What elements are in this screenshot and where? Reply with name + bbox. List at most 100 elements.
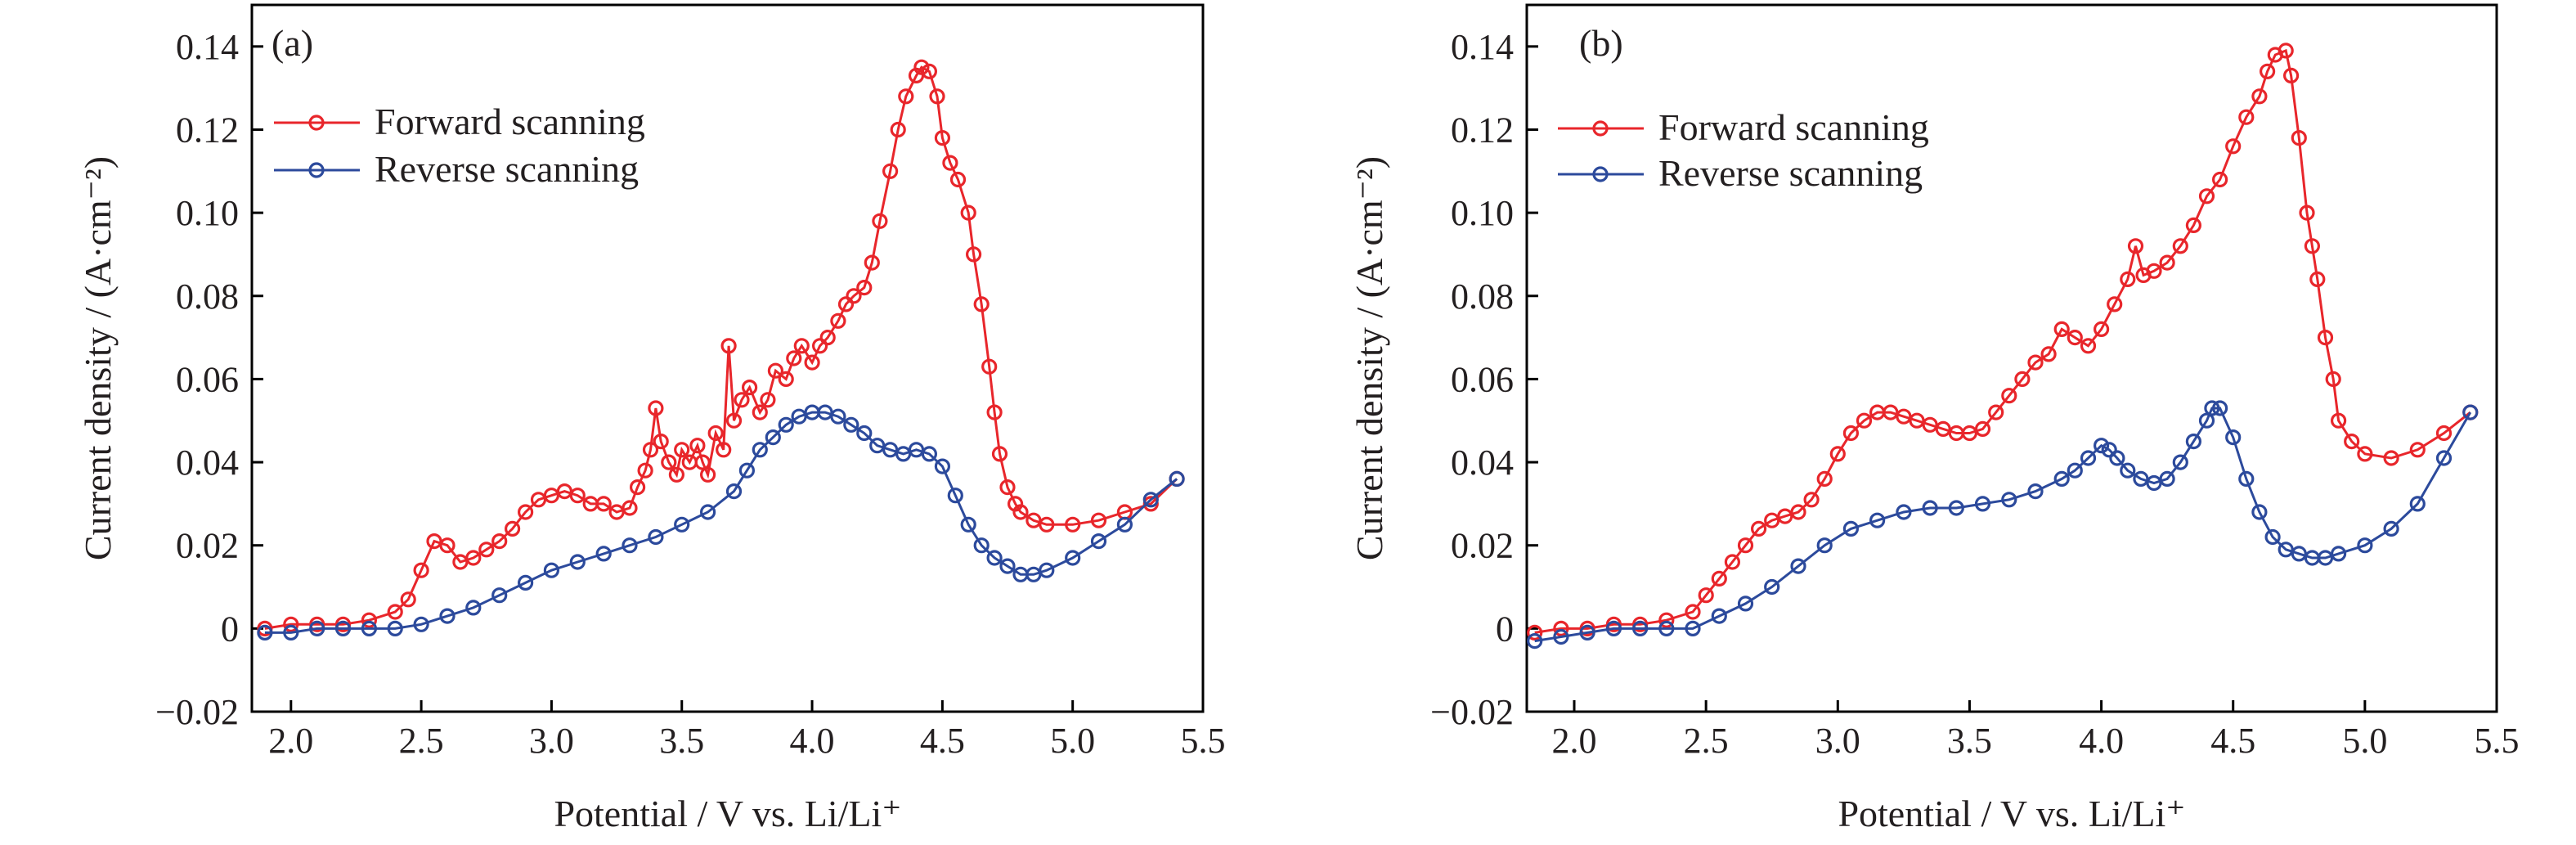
data-point-forward-a [629,479,646,496]
y-axis-title-b: Current density / (A·cm⁻²) [1349,156,1390,560]
legend-marker-reverse-b [1592,166,1609,182]
data-point-reverse-a [765,429,781,446]
data-point-reverse-a [1090,533,1107,550]
data-point-reverse-b [2212,400,2228,416]
x-tick-label-a: 4.0 [790,721,835,761]
y-tick-label-a: 0.08 [176,276,239,317]
data-point-reverse-b [2027,483,2044,500]
data-point-forward-b [2159,254,2175,271]
data-point-reverse-a [1065,550,1081,566]
data-point-forward-b [2001,388,2017,404]
data-point-reverse-a [921,446,938,462]
data-point-reverse-a [361,620,377,637]
data-point-reverse-b [2067,462,2083,479]
data-point-reverse-a [699,504,716,520]
data-point-forward-b [2309,271,2326,287]
data-point-forward-a [465,550,482,566]
data-point-reverse-a [543,562,560,578]
data-point-forward-a [934,130,951,146]
data-point-forward-a [478,542,495,558]
data-point-reverse-a [465,600,482,616]
data-point-reverse-b [2053,470,2070,488]
data-point-forward-a [991,446,1008,462]
data-point-forward-b [1988,404,2004,420]
data-point-forward-a [1012,504,1029,520]
y-tick-label-b: −0.02 [1430,692,1514,732]
data-point-forward-a [898,88,914,105]
ticks-b: 2.0 2.5 3.0 3.5 4.0 4.5 5.0 5.5 −0.02 0 0.02 0.04 0.… [1430,27,2519,761]
chart-panel-a: (a) 2.0 2.5 3.0 3.5 4.0 4.5 5.0 5.5 −0.02 0 0.02 0.… [77,3,1226,834]
data-point-forward-b [2317,330,2334,346]
data-point-forward-a [864,254,880,271]
data-point-forward-b [2251,88,2268,105]
data-point-forward-b [2383,450,2399,466]
data-point-reverse-b [2251,504,2268,520]
data-point-forward-a [846,288,862,304]
legend-a: Forward scanning Reverse scanning [274,101,645,190]
y-tick-label-b: 0.02 [1451,526,1514,566]
data-point-forward-a [965,246,982,263]
data-point-forward-a [648,400,664,416]
legend-label-forward-b: Forward scanning [1658,106,1929,148]
data-point-reverse-a [986,550,1003,566]
data-point-forward-a [778,371,794,387]
data-point-forward-a [872,213,888,229]
data-point-forward-b [2283,67,2300,84]
data-point-forward-b [1974,420,1991,438]
data-point-forward-b [1803,492,1820,508]
data-point-reverse-a [999,558,1016,574]
x-tick-label-b: 3.5 [1947,721,1992,761]
data-point-forward-b [2127,238,2144,254]
data-point-forward-a [1065,516,1081,533]
x-axis-title-b: Potential / V vs. Li/Li⁺ [1838,793,2185,834]
data-point-forward-a [504,520,521,537]
data-point-forward-a [716,442,732,458]
data-point-reverse-b [1842,520,1859,537]
data-point-forward-a [569,488,586,504]
data-point-reverse-a [778,416,794,433]
series-b [1527,43,2479,649]
y-axis-title-a: Current density / (A·cm⁻²) [77,156,119,560]
data-point-reverse-b [2185,433,2201,450]
data-point-reverse-a [257,624,273,641]
x-tick-label-a: 4.5 [920,721,965,761]
y-tick-label-a: 0.12 [176,110,239,150]
data-point-reverse-b [2094,438,2110,454]
data-point-reverse-b [1790,558,1806,574]
data-point-reverse-b [2159,470,2175,488]
data-point-forward-a [999,479,1016,496]
data-point-forward-a [767,362,784,379]
data-point-reverse-a [947,488,963,504]
data-point-reverse-b [1553,628,1569,645]
data-point-forward-b [2212,171,2228,188]
data-point-reverse-b [2264,528,2281,546]
x-tick-label-b: 5.5 [2475,721,2520,761]
data-point-forward-a [661,454,677,470]
data-point-forward-a [1090,512,1107,528]
data-point-forward-b [2304,238,2320,254]
data-point-forward-a [707,425,724,442]
data-point-forward-a [741,380,758,396]
data-point-reverse-a [934,458,951,474]
data-point-reverse-b [1711,608,1727,624]
data-point-reverse-b [2331,546,2347,562]
data-point-forward-a [882,163,899,179]
panel-label-b: (b) [1579,22,1623,64]
x-tick-label-b: 3.0 [1815,721,1860,761]
legend-marker-forward-a [308,115,325,131]
data-point-forward-a [752,404,768,420]
y-tick-label-a: 0.04 [176,443,239,483]
data-point-forward-b [1816,470,1833,488]
data-point-forward-b [2291,130,2307,146]
legend-marker-reverse-a [308,162,325,178]
data-point-forward-b [2299,205,2315,221]
data-point-forward-b [1737,537,1754,554]
legend-marker-forward-b [1592,120,1609,137]
data-point-reverse-a [622,537,638,554]
data-point-forward-a [699,466,716,483]
data-point-forward-a [942,155,958,171]
data-point-reverse-a [1039,562,1055,578]
x-tick-label-a: 3.0 [529,721,574,761]
data-point-reverse-b [1974,496,1991,512]
